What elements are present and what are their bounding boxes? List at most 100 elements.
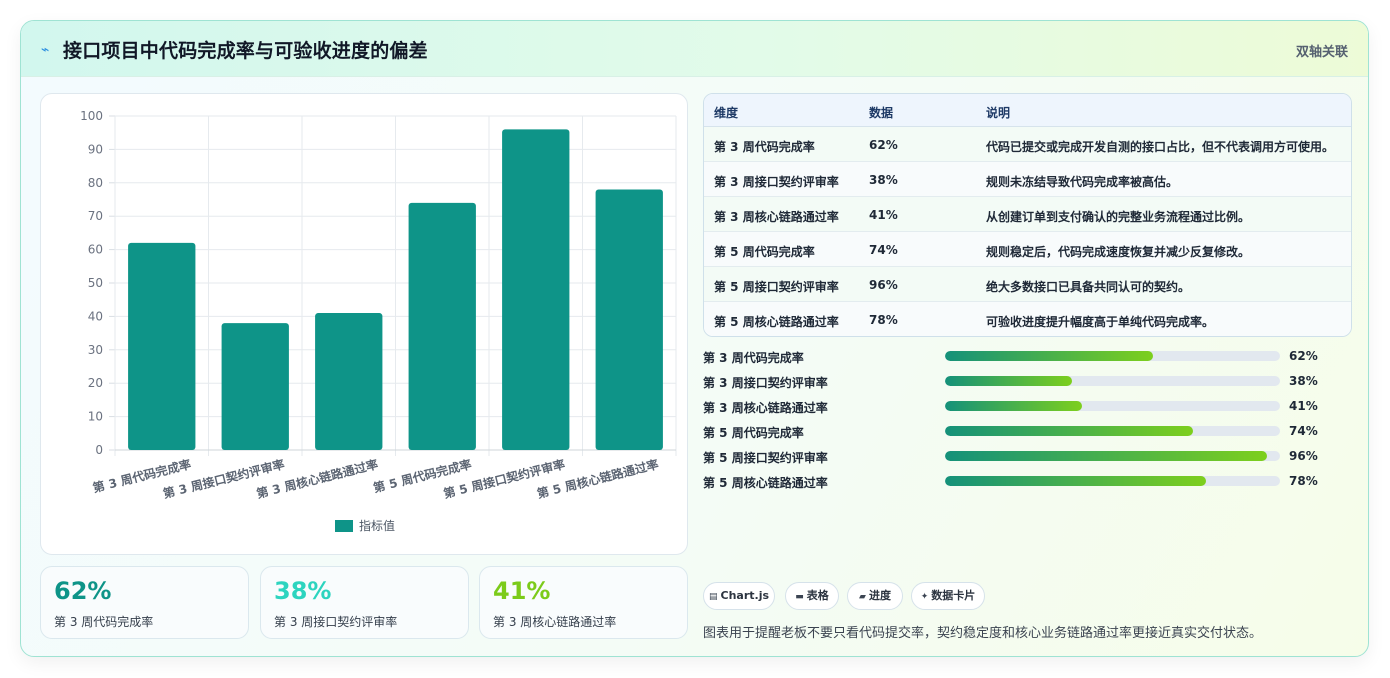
table-header: 维度 数据 说明 [704, 94, 1351, 127]
cell-description: 可验收进度提升幅度高于单纯代码完成率。 [986, 315, 1215, 329]
progress-track [945, 451, 1280, 461]
bar-4 [408, 202, 476, 450]
table-row: 第 3 周核心链路通过率 41% 从创建订单到支付确认的完整业务流程通过比例。 [704, 197, 1351, 232]
cell-description: 绝大多数接口已具备共同认可的契约。 [986, 280, 1191, 294]
table-row: 第 3 周接口契约评审率 38% 规则未冻结导致代码完成率被高估。 [704, 162, 1351, 197]
progress-row: 第 5 周代码完成率 74% [703, 422, 1353, 440]
cell-dimension: 第 3 周核心链路通过率 [714, 210, 839, 224]
cell-description: 规则未冻结导致代码完成率被高估。 [986, 175, 1179, 189]
kpi-value: 62% [54, 577, 112, 605]
kpi-card-3: 41% 第 3 周核心链路通过率 [479, 566, 688, 639]
progress-row: 第 3 周核心链路通过率 41% [703, 397, 1353, 415]
kpi-value: 41% [493, 577, 551, 605]
progress-fill [945, 376, 1073, 386]
dual-axis-tag: 双轴关联 [1295, 45, 1348, 60]
cell-description: 代码已提交或完成开发自测的接口占比，但不代表调用方可使用。 [986, 140, 1335, 154]
kpi-card-2: 38% 第 3 周接口契约评审率 [260, 566, 469, 639]
progress-row: 第 5 周接口契约评审率 96% [703, 447, 1353, 465]
table-row: 第 5 周接口契约评审率 96% 绝大多数接口已具备共同认可的契约。 [704, 267, 1351, 302]
progress-fill [945, 401, 1083, 411]
y-tick-label: 20 [88, 376, 103, 390]
kpi-label: 第 3 周接口契约评审率 [274, 615, 398, 629]
y-tick-label: 40 [88, 309, 103, 323]
y-tick-label: 50 [88, 276, 103, 290]
y-tick-label: 0 [95, 443, 103, 457]
cell-data: 78% [869, 313, 898, 327]
progress-row: 第 3 周接口契约评审率 38% [703, 372, 1353, 390]
chip-label: 数据卡片 [931, 589, 976, 602]
progress-label: 第 3 周代码完成率 [703, 351, 804, 365]
kpi-card-1: 62% 第 3 周代码完成率 [40, 566, 249, 639]
kpi-label: 第 3 周核心链路通过率 [493, 615, 617, 629]
chip-label: 表格 [806, 589, 829, 602]
bar-5 [502, 129, 570, 451]
legend-label: 指标值 [359, 518, 395, 533]
chip-chartjs: ▤ Chart.js [703, 582, 775, 610]
progress-fill [945, 476, 1207, 486]
progress-track [945, 376, 1280, 386]
progress-icon: ▰ [859, 592, 866, 602]
trend-line-icon: ⌁ [41, 42, 50, 58]
column-header-data: 数据 [869, 106, 894, 120]
y-tick-label: 10 [88, 410, 103, 424]
table-row: 第 5 周代码完成率 74% 规则稳定后，代码完成速度恢复并减少反复修改。 [704, 232, 1351, 267]
progress-row: 第 5 周核心链路通过率 78% [703, 472, 1353, 490]
cell-dimension: 第 3 周接口契约评审率 [714, 175, 839, 189]
y-tick-label: 100 [80, 109, 103, 123]
bar-1 [128, 242, 196, 450]
progress-label: 第 5 周接口契约评审率 [703, 451, 828, 465]
y-tick-label: 80 [88, 176, 103, 190]
kpi-value: 38% [274, 577, 332, 605]
chip-data-card: ✦ 数据卡片 [911, 582, 985, 610]
progress-track [945, 476, 1280, 486]
progress-value: 78% [1289, 474, 1318, 488]
cell-dimension: 第 5 周接口契约评审率 [714, 280, 839, 294]
y-tick-label: 70 [88, 209, 103, 223]
chip-table: ▬ 表格 [785, 582, 839, 610]
progress-label: 第 3 周核心链路通过率 [703, 401, 828, 415]
cell-description: 规则稳定后，代码完成速度恢复并减少反复修改。 [986, 245, 1251, 259]
bar-6 [595, 189, 663, 450]
bar-2 [221, 323, 289, 450]
chart-icon: ▤ [708, 592, 718, 602]
progress-label: 第 5 周代码完成率 [703, 426, 804, 440]
card-header: ⌁ 接口项目中代码完成率与可验收进度的偏差 双轴关联 [21, 21, 1368, 77]
chip-label: Chart.js [720, 589, 770, 602]
progress-fill [945, 451, 1267, 461]
sparkle-icon: ✦ [920, 592, 929, 602]
chip-label: 进度 [868, 589, 891, 602]
column-header-description: 说明 [986, 106, 1011, 120]
progress-fill [945, 426, 1193, 436]
kpi-label: 第 3 周代码完成率 [54, 615, 154, 629]
progress-value: 41% [1289, 399, 1318, 413]
cell-dimension: 第 5 周核心链路通过率 [714, 315, 839, 329]
progress-track [945, 351, 1280, 361]
table-row: 第 5 周核心链路通过率 78% 可验收进度提升幅度高于单纯代码完成率。 [704, 302, 1351, 336]
progress-track [945, 426, 1280, 436]
cell-dimension: 第 3 周代码完成率 [714, 140, 815, 154]
progress-value: 96% [1289, 449, 1318, 463]
progress-value: 38% [1289, 374, 1318, 388]
footnote: 图表用于提醒老板不要只看代码提交率，契约稳定度和核心业务链路通过率更接近真实交付… [703, 626, 1263, 641]
progress-fill [945, 351, 1153, 361]
cell-data: 41% [869, 208, 898, 222]
progress-value: 62% [1289, 349, 1318, 363]
progress-value: 74% [1289, 424, 1318, 438]
progress-label: 第 5 周核心链路通过率 [703, 476, 828, 490]
dashboard-card: ⌁ 接口项目中代码完成率与可验收进度的偏差 双轴关联 0 10 20 30 40 50 60… [20, 20, 1369, 657]
cell-data: 62% [869, 138, 898, 152]
chip-progress: ▰ 进度 [847, 582, 903, 610]
data-table: 维度 数据 说明 第 3 周代码完成率 62% 代码已提交或完成开发自测的接口占… [703, 93, 1352, 337]
progress-track [945, 401, 1280, 411]
cell-description: 从创建订单到支付确认的完整业务流程通过比例。 [986, 210, 1251, 224]
progress-label: 第 3 周接口契约评审率 [703, 376, 828, 390]
y-tick-label: 90 [88, 142, 103, 156]
progress-row: 第 3 周代码完成率 62% [703, 347, 1353, 365]
bar-3 [315, 313, 383, 450]
cell-data: 38% [869, 173, 898, 187]
cell-data: 74% [869, 243, 898, 257]
cell-data: 96% [869, 278, 898, 292]
bar-chart-panel: 0 10 20 30 40 50 60 70 80 90 100 第 3 周代码完成率第 3 周接口契… [40, 93, 688, 555]
table-icon: ▬ [795, 592, 804, 602]
